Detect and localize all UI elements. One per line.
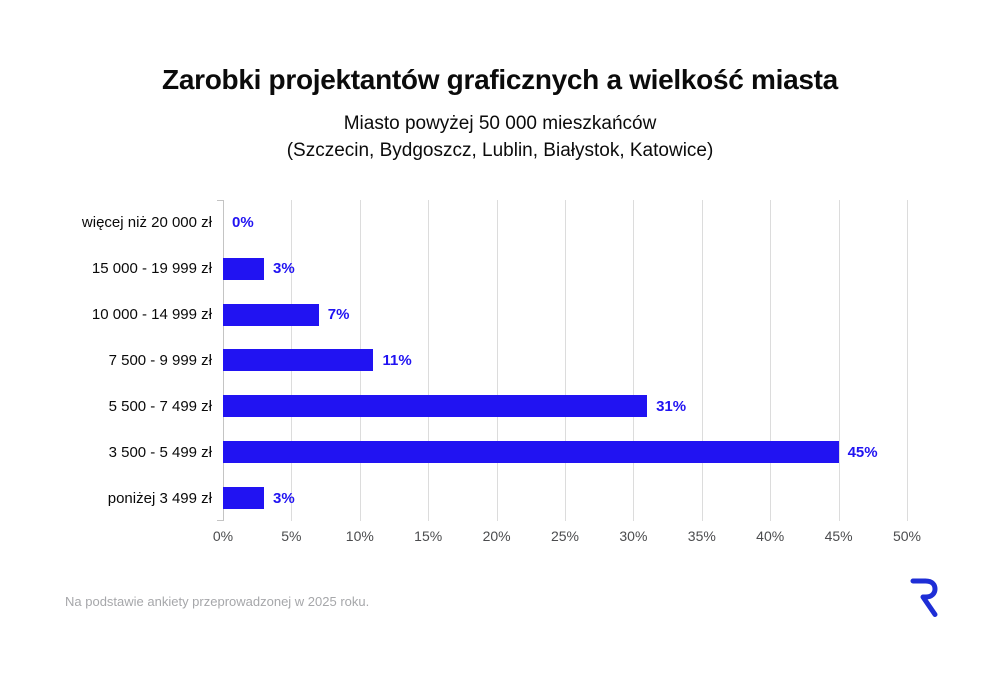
category-label: 15 000 - 19 999 zł [91,260,212,278]
bar [223,395,648,418]
chart-subtitle-line2: (Szczecin, Bydgoszcz, Lublin, Białystok,… [286,140,714,161]
x-tick-label: 35% [687,528,716,544]
x-tick-label: 5% [281,528,302,544]
x-tick-label: 40% [756,528,785,544]
bar-row: 5 500 - 7 499 zł 31% [0,383,1000,429]
category-label: 7 500 - 9 999 zł [108,351,212,369]
axis-end-tick [217,200,223,201]
gridline [633,200,635,521]
bar [223,349,374,372]
bar-chart: więcej niż 20 000 zł 0% 15 000 - 19 999 zł… [0,200,1000,521]
x-axis-ticks: 0% 5% 10% 15% 20% 25% 30% 35% 40% 45% 50% [213,528,921,546]
bar-row: 10 000 - 14 999 zł 7% [0,292,1000,338]
bar-value-label: 0% [232,214,254,232]
gridline [907,200,908,521]
bar-rows: więcej niż 20 000 zł 0% 15 000 - 19 999 zł… [0,200,1000,521]
bar-value-label: 11% [382,351,412,369]
category-label: poniżej 3 499 zł [107,489,212,507]
bar [223,257,265,280]
bar-value-label: 7% [327,306,350,324]
bar-row: 7 500 - 9 999 zł 11% [0,338,1000,384]
category-label: 10 000 - 14 999 zł [91,306,212,324]
gridline [701,200,703,521]
bar-row: 3 500 - 5 499 zł 45% [0,429,1000,475]
bar-track: 45% [223,429,1000,475]
chart-subtitle-line1: Miasto powyżej 50 000 mieszkańców [343,113,657,134]
x-tick-label: 10% [345,528,374,544]
r-logo-icon [910,578,938,617]
x-tick-label: 25% [550,528,580,544]
gridline [565,200,566,521]
bar-track: 7% [223,292,1000,338]
x-tick-label: 0% [212,528,234,544]
x-tick-label: 30% [619,528,648,544]
bar [223,487,265,510]
bar-track: 3% [223,246,1000,292]
category-label: 5 500 - 7 499 zł [108,397,212,415]
bar-track: 3% [223,475,1000,521]
source-note: Na podstawie ankiety przeprowadzonej w 2… [65,594,370,609]
gridline [496,200,498,521]
category-label: więcej niż 20 000 zł [81,214,212,232]
x-tick-label: 45% [824,528,853,544]
category-label: 3 500 - 5 499 zł [108,443,212,461]
bar [223,303,319,326]
bar-value-label: 31% [656,397,687,415]
bar [223,441,839,464]
bar-row: więcej niż 20 000 zł 0% [0,200,1000,246]
bar-track: 11% [223,338,1000,384]
gridline [838,200,840,521]
bar-value-label: 3% [273,489,295,507]
bar-row: poniżej 3 499 zł 3% [0,475,1000,521]
gridline [428,200,430,521]
chart-title: Zarobki projektantów graficznych a wielk… [162,64,838,95]
axis-end-tick [217,520,223,521]
bar-value-label: 3% [273,260,295,278]
bar-row: 15 000 - 19 999 zł 3% [0,246,1000,292]
bar-track: 31% [223,383,1000,429]
gridline [770,200,772,521]
bar-track: 0% [223,200,1000,246]
chart-subtitle: Miasto powyżej 50 000 mieszkańców (Szcze… [0,110,1000,164]
x-tick-label: 50% [892,528,922,544]
bar-value-label: 45% [847,443,878,461]
x-tick-label: 15% [414,528,443,544]
x-tick-label: 20% [482,528,511,544]
